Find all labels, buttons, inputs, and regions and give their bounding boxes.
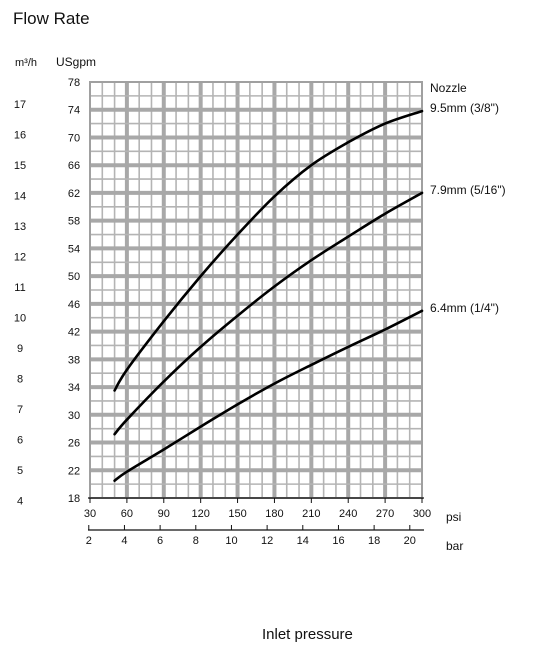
y-tick-m3h-label: 6 — [17, 435, 23, 447]
y-tick-m3h-label: 12 — [14, 251, 26, 263]
y-tick-usgpm-label: 46 — [68, 299, 80, 311]
x-tick-psi-label: 270 — [376, 508, 394, 520]
series-label-nozzle-6-4mm: 6.4mm (1/4") — [430, 301, 499, 315]
y-tick-m3h-label: 9 — [17, 343, 23, 355]
x-tick-psi-label: 60 — [121, 508, 133, 520]
y-tick-m3h-label: 5 — [17, 465, 23, 477]
x-tick-bar-label: 14 — [297, 535, 309, 547]
x-tick-psi-label: 210 — [302, 508, 320, 520]
x-tick-bar-label: 12 — [261, 535, 273, 547]
x-tick-bar-label: 20 — [404, 535, 416, 547]
y-tick-m3h-label: 4 — [17, 496, 23, 508]
y-tick-usgpm-label: 34 — [68, 382, 80, 394]
y-tick-usgpm-label: 22 — [68, 465, 80, 477]
y-tick-usgpm-label: 66 — [68, 160, 80, 172]
x-tick-bar-label: 18 — [368, 535, 380, 547]
x-tick-bar-label: 8 — [193, 535, 199, 547]
x-tick-bar-label: 16 — [332, 535, 344, 547]
x-unit-bar-label: bar — [446, 539, 463, 553]
x-tick-bar-label: 10 — [225, 535, 237, 547]
y-tick-m3h-label: 7 — [17, 404, 23, 416]
y-tick-m3h-label: 13 — [14, 221, 26, 233]
x-tick-psi-label: 240 — [339, 508, 357, 520]
y-tick-usgpm-label: 18 — [68, 493, 80, 505]
y-tick-usgpm-label: 26 — [68, 438, 80, 450]
x-unit-psi-label: psi — [446, 510, 461, 524]
y-tick-m3h-label: 15 — [14, 160, 26, 172]
y-tick-usgpm-label: 50 — [68, 271, 80, 283]
y-tick-usgpm-label: 54 — [68, 243, 80, 255]
x-tick-psi-label: 150 — [228, 508, 246, 520]
y-unit-us-label: USgpm — [56, 55, 96, 69]
y-tick-m3h-label: 16 — [14, 129, 26, 141]
x-tick-psi-label: 300 — [413, 508, 431, 520]
x-tick-psi-label: 120 — [191, 508, 209, 520]
y-tick-m3h-label: 8 — [17, 374, 23, 386]
series-line-nozzle-6-4mm — [113, 309, 424, 482]
x-axis-title: Inlet pressure — [262, 626, 353, 643]
x-tick-bar-label: 2 — [86, 535, 92, 547]
y-tick-m3h-label: 11 — [14, 282, 25, 294]
x-tick-bar-label: 4 — [121, 535, 127, 547]
y-tick-usgpm-label: 38 — [68, 354, 80, 366]
y-tick-usgpm-label: 30 — [68, 410, 80, 422]
y-tick-usgpm-label: 42 — [68, 327, 80, 339]
y-tick-m3h-label: 17 — [14, 99, 26, 111]
series-line-nozzle-7-9mm — [113, 191, 424, 436]
x-tick-psi-label: 90 — [158, 508, 170, 520]
y-tick-usgpm-label: 58 — [68, 216, 80, 228]
x-tick-psi-label: 30 — [84, 508, 96, 520]
y-tick-m3h-label: 14 — [14, 190, 26, 202]
series-line-nozzle-9-5mm — [113, 109, 424, 392]
legend-title: Nozzle — [430, 81, 467, 95]
y-unit-metric-label: m³/h — [15, 57, 37, 69]
series-label-nozzle-7-9mm: 7.9mm (5/16") — [430, 183, 506, 197]
chart-title: Flow Rate — [13, 9, 90, 28]
x-tick-bar-label: 6 — [157, 535, 163, 547]
y-tick-usgpm-label: 74 — [68, 105, 80, 117]
y-tick-m3h-label: 10 — [14, 313, 26, 325]
y-tick-usgpm-label: 70 — [68, 132, 80, 144]
series-label-nozzle-9-5mm: 9.5mm (3/8") — [430, 101, 499, 115]
x-tick-psi-label: 180 — [265, 508, 283, 520]
y-tick-usgpm-label: 78 — [68, 77, 80, 89]
y-tick-usgpm-label: 62 — [68, 188, 80, 200]
